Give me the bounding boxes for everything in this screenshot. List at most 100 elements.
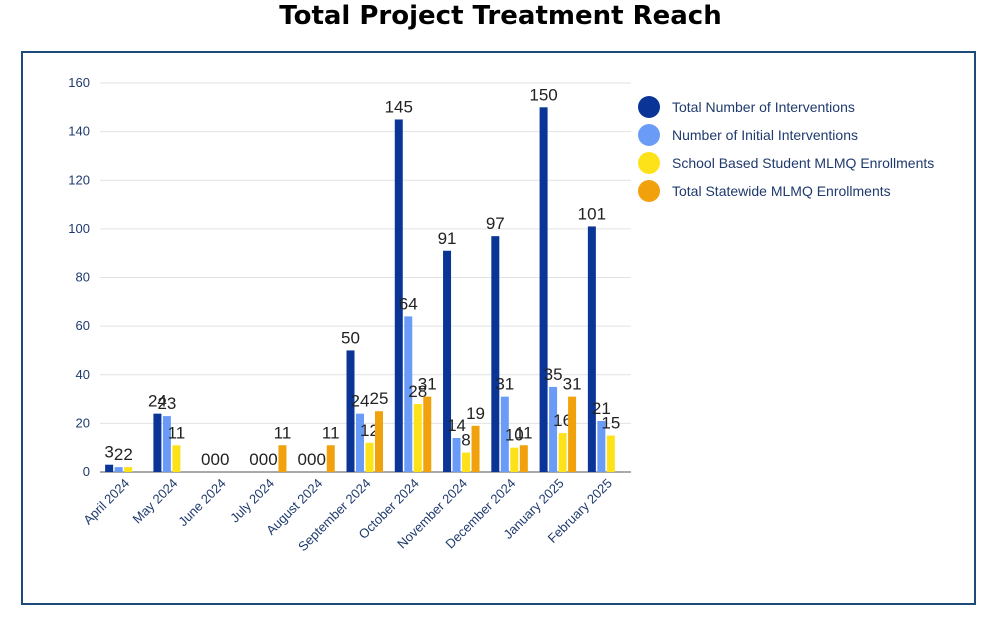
data-label: 50 [341, 328, 360, 347]
legend-label: Number of Initial Interventions [672, 127, 858, 143]
bar [365, 442, 374, 472]
bar [394, 119, 403, 472]
bar [162, 416, 171, 472]
bar [597, 420, 606, 472]
bar [326, 445, 335, 472]
data-label: 97 [486, 214, 505, 233]
data-label: 150 [529, 85, 557, 104]
data-label: 12 [360, 421, 379, 440]
data-label: 16 [553, 411, 572, 430]
y-tick-label: 20 [76, 415, 90, 430]
data-label: 11 [168, 423, 186, 442]
data-label: 3 [104, 443, 113, 462]
data-label: 31 [418, 375, 437, 394]
data-label: 11 [322, 423, 340, 442]
legend-label: Total Number of Interventions [672, 99, 855, 115]
bar [462, 452, 471, 472]
bar [452, 437, 461, 472]
bar [519, 445, 528, 472]
bar [558, 433, 567, 472]
bar [105, 464, 114, 472]
legend-item: Total Statewide MLMQ Enrollments [638, 177, 934, 205]
bar [356, 413, 364, 472]
chart-legend: Total Number of Interventions Number of I… [638, 93, 934, 205]
bar [443, 250, 452, 472]
data-label: 21 [592, 399, 611, 418]
y-tick-label: 100 [68, 221, 90, 236]
bar [510, 447, 519, 472]
data-label: 31 [563, 375, 582, 394]
legend-swatch [638, 180, 660, 202]
data-label: 24 [351, 392, 370, 411]
bar [568, 396, 577, 472]
data-label: 0 [210, 450, 219, 469]
data-label: 8 [461, 431, 470, 450]
bar [404, 316, 413, 472]
data-label: 2 [123, 445, 132, 464]
data-label: 23 [157, 394, 176, 413]
x-tick-label: July 2024 [227, 476, 277, 526]
data-label: 11 [274, 423, 292, 442]
data-label: 24 [148, 392, 167, 411]
data-label: 14 [447, 416, 466, 435]
data-label: 0 [268, 450, 277, 469]
bar [114, 467, 123, 472]
data-label: 0 [220, 450, 229, 469]
legend-label: School Based Student MLMQ Enrollments [672, 155, 935, 171]
chart-frame: 0 20 40 60 80 100 120 140 160 3 2 2 April 2024 24 23 11… [21, 51, 976, 605]
bar [491, 236, 500, 472]
data-label: 0 [297, 450, 306, 469]
bar [471, 425, 480, 472]
data-label: 0 [307, 450, 316, 469]
legend-item: Total Number of Interventions [638, 93, 934, 121]
data-label: 64 [399, 294, 418, 313]
data-label: 19 [466, 404, 485, 423]
bar [124, 467, 133, 472]
x-tick-label: May 2024 [130, 476, 181, 527]
data-label: 2 [114, 445, 123, 464]
data-label: 11 [515, 423, 533, 442]
data-label: 0 [316, 450, 325, 469]
bar [423, 396, 432, 472]
legend-item: Number of Initial Interventions [638, 121, 934, 149]
bar [172, 445, 181, 472]
data-label: 28 [408, 382, 427, 401]
data-label: 145 [385, 97, 413, 116]
bar [606, 435, 615, 472]
bar [500, 396, 509, 472]
legend-swatch [638, 152, 660, 174]
data-label: 0 [249, 450, 258, 469]
data-label: 10 [505, 426, 524, 445]
y-tick-label: 140 [68, 124, 90, 139]
y-tick-label: 0 [83, 464, 90, 479]
data-label: 25 [370, 389, 389, 408]
legend-label: Total Statewide MLMQ Enrollments [672, 183, 891, 199]
bar [413, 403, 422, 472]
bar [587, 226, 596, 472]
bar [278, 445, 287, 472]
data-label: 91 [438, 229, 457, 248]
data-label: 0 [259, 450, 268, 469]
legend-item: School Based Student MLMQ Enrollments [638, 149, 934, 177]
data-label: 0 [201, 450, 210, 469]
data-label: 15 [601, 414, 620, 433]
bar [539, 107, 548, 472]
y-tick-label: 40 [76, 367, 90, 382]
data-label: 31 [495, 375, 514, 394]
bar [153, 413, 162, 472]
bar [549, 386, 558, 472]
x-tick-label: April 2024 [80, 476, 132, 528]
legend-swatch [638, 124, 660, 146]
y-tick-label: 80 [76, 270, 90, 285]
chart-title: Total Project Treatment Reach [279, 1, 722, 31]
bar [346, 350, 355, 472]
y-tick-label: 160 [68, 75, 90, 90]
data-label: 35 [544, 365, 563, 384]
y-tick-label: 60 [76, 318, 90, 333]
data-label: 101 [578, 204, 606, 223]
x-tick-label: June 2024 [175, 476, 229, 530]
y-tick-label: 120 [68, 172, 90, 187]
bar [375, 411, 383, 472]
legend-swatch [638, 96, 660, 118]
